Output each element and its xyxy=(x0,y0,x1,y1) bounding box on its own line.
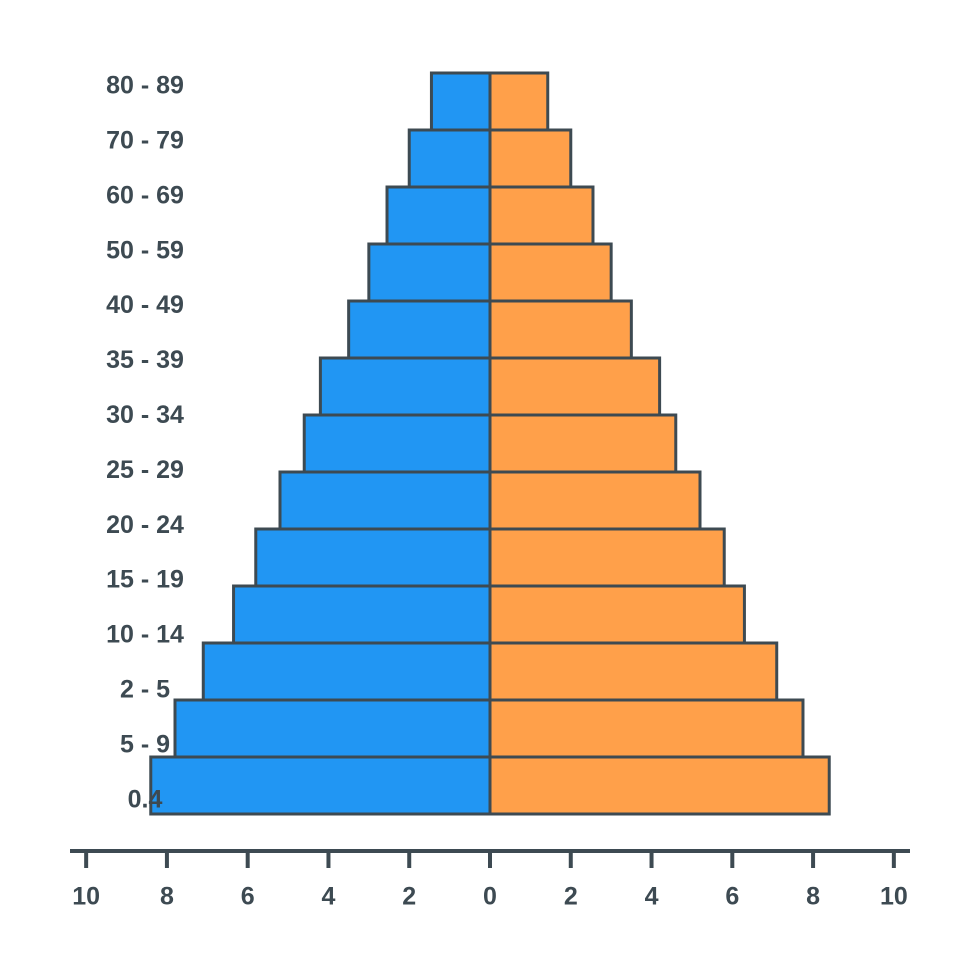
bar xyxy=(488,527,726,588)
x-tick-label: 6 xyxy=(241,883,255,911)
x-tick-label: 8 xyxy=(160,883,174,911)
row-label: 50 - 59 xyxy=(106,236,184,264)
row-label: 20 - 24 xyxy=(106,511,184,539)
bar xyxy=(488,413,678,474)
bar xyxy=(429,71,492,132)
row-label: 2 - 5 xyxy=(120,676,170,704)
bar xyxy=(488,755,831,816)
bar xyxy=(488,698,805,759)
row-label: 0.4 xyxy=(128,785,163,813)
bar xyxy=(149,755,492,816)
bar xyxy=(201,641,492,702)
bar xyxy=(488,128,573,189)
bar xyxy=(347,299,492,360)
bar xyxy=(407,128,492,189)
row-label: 80 - 89 xyxy=(106,72,184,100)
row-label: 35 - 39 xyxy=(106,346,184,374)
bar xyxy=(488,356,662,417)
row-label: 40 - 49 xyxy=(106,291,184,319)
row-label: 30 - 34 xyxy=(106,401,184,429)
bar xyxy=(232,584,492,645)
bar xyxy=(173,698,492,759)
bar xyxy=(254,527,492,588)
x-tick-label: 2 xyxy=(402,883,416,911)
row-label: 25 - 29 xyxy=(106,456,184,484)
bar xyxy=(488,185,595,246)
x-tick-label: 4 xyxy=(322,883,336,911)
x-tick-label: 6 xyxy=(725,883,739,911)
row-label: 70 - 79 xyxy=(106,127,184,155)
bar xyxy=(488,470,702,531)
row-label: 15 - 19 xyxy=(106,566,184,594)
x-tick-label: 10 xyxy=(72,883,100,911)
x-tick-label: 2 xyxy=(564,883,578,911)
bar xyxy=(278,470,492,531)
row-label: 60 - 69 xyxy=(106,181,184,209)
bar xyxy=(488,242,613,303)
row-label: 5 - 9 xyxy=(120,730,170,758)
bar xyxy=(318,356,492,417)
bar xyxy=(488,641,779,702)
x-tick-label: 8 xyxy=(806,883,820,911)
row-label: 10 - 14 xyxy=(106,621,184,649)
bar xyxy=(488,299,633,360)
bar xyxy=(367,242,492,303)
x-tick-label: 4 xyxy=(645,883,659,911)
bar xyxy=(385,185,492,246)
bar xyxy=(302,413,492,474)
bar xyxy=(488,584,746,645)
x-tick-label: 0 xyxy=(483,883,497,911)
x-tick-label: 10 xyxy=(880,883,908,911)
bar xyxy=(488,71,550,132)
